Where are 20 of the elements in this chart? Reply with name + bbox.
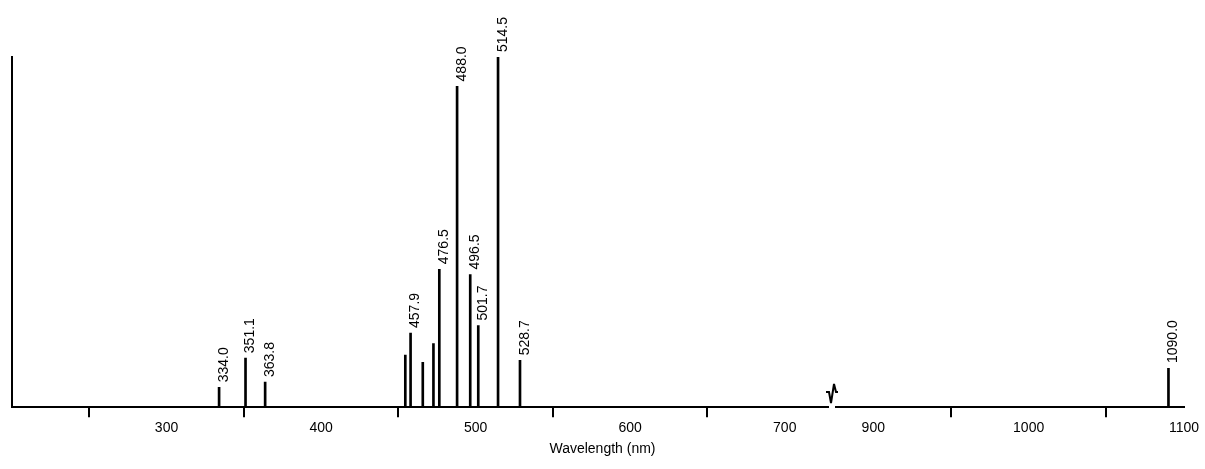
x-tick-label: 300: [154, 419, 179, 436]
x-axis-title: Wavelength (nm): [548, 440, 657, 456]
annotation: 488.0: [452, 46, 469, 82]
x-tick-label: 1000: [1013, 419, 1045, 436]
annotation: 334.0: [214, 346, 231, 383]
x-tick-label: 1100: [1168, 419, 1200, 436]
annotation: 501.7: [474, 285, 491, 321]
annotation: 476.5: [435, 228, 452, 265]
x-tick-label: 700: [773, 419, 797, 436]
annotation: 1090.0: [1164, 319, 1181, 363]
x-tick-label: 900: [861, 419, 886, 436]
annotation: 528.7: [515, 320, 532, 356]
annotation: 363.8: [261, 341, 277, 377]
x-tick-label: 500: [463, 419, 488, 436]
annotation: 351.1: [241, 317, 258, 354]
x-tick-label: 400: [309, 419, 333, 436]
annotation: 514.5: [493, 16, 510, 52]
annotation: 457.9: [406, 292, 423, 328]
annotation: 496.5: [466, 234, 483, 270]
x-tick-label: 600: [618, 419, 643, 436]
